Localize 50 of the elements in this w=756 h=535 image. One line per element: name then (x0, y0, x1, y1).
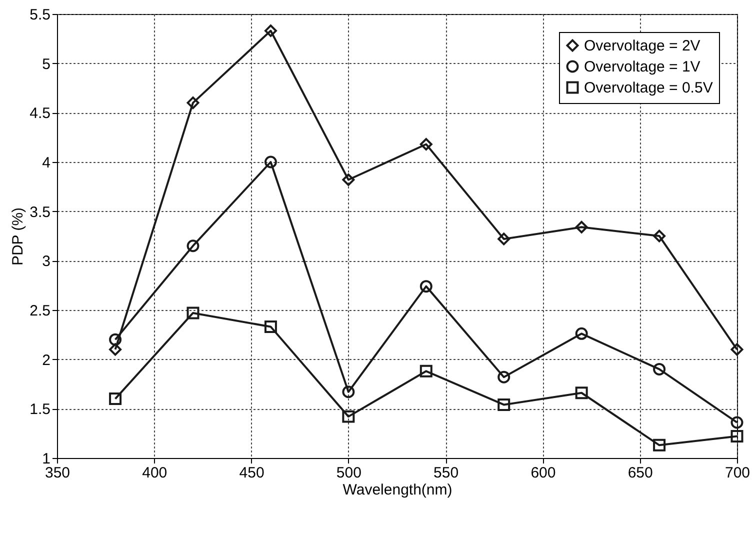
point (498, 370, 510, 384)
point (575, 386, 588, 400)
y-tick-label: 5 (42, 56, 50, 73)
y-tick-label: 1.5 (30, 401, 50, 418)
point (264, 320, 277, 334)
x-tick-label: 550 (434, 464, 459, 482)
x-tick-label: 600 (530, 464, 556, 482)
point (730, 416, 744, 429)
y-axis-title: PDP (%) (10, 207, 27, 266)
x-tick-label: 450 (239, 464, 264, 482)
point (420, 138, 432, 150)
point (342, 174, 355, 186)
y-tick-label: 4 (42, 154, 50, 172)
x-tick-label: 350 (44, 464, 70, 482)
point (575, 220, 588, 234)
legend-label: Overvoltage = 2V (584, 38, 700, 54)
point (730, 430, 744, 443)
x-tick-label: 500 (336, 464, 362, 482)
point (186, 240, 200, 252)
point (186, 306, 200, 320)
legend-label: Overvoltage = 0.5V (584, 80, 713, 96)
point (264, 156, 277, 168)
point (498, 232, 510, 246)
y-tick-label: 2.5 (30, 302, 50, 320)
y-tick-label: 2 (42, 352, 50, 369)
x-tick-label: 400 (142, 464, 168, 482)
point (653, 438, 666, 452)
point (264, 24, 277, 38)
y-tick-label: 1 (42, 450, 50, 468)
y-tick-label: 5.5 (30, 6, 50, 24)
point (420, 280, 432, 293)
y-tick-label: 3.5 (30, 204, 50, 221)
point (342, 410, 355, 423)
point (653, 230, 666, 242)
point (109, 392, 122, 406)
point (575, 327, 588, 340)
y-tick-label: 3 (42, 253, 50, 270)
point (730, 343, 744, 356)
point (420, 364, 432, 378)
point (186, 96, 200, 110)
legend-label: Overvoltage = 1V (584, 58, 700, 76)
point (498, 398, 510, 411)
point (653, 362, 666, 376)
x-tick-label: 700 (724, 464, 750, 482)
x-tick-label: 650 (628, 464, 653, 482)
point (342, 386, 355, 398)
point (109, 333, 122, 346)
point (109, 343, 122, 356)
y-tick-label: 4.5 (30, 105, 50, 122)
x-axis-title: Wavelength(nm) (342, 482, 452, 498)
